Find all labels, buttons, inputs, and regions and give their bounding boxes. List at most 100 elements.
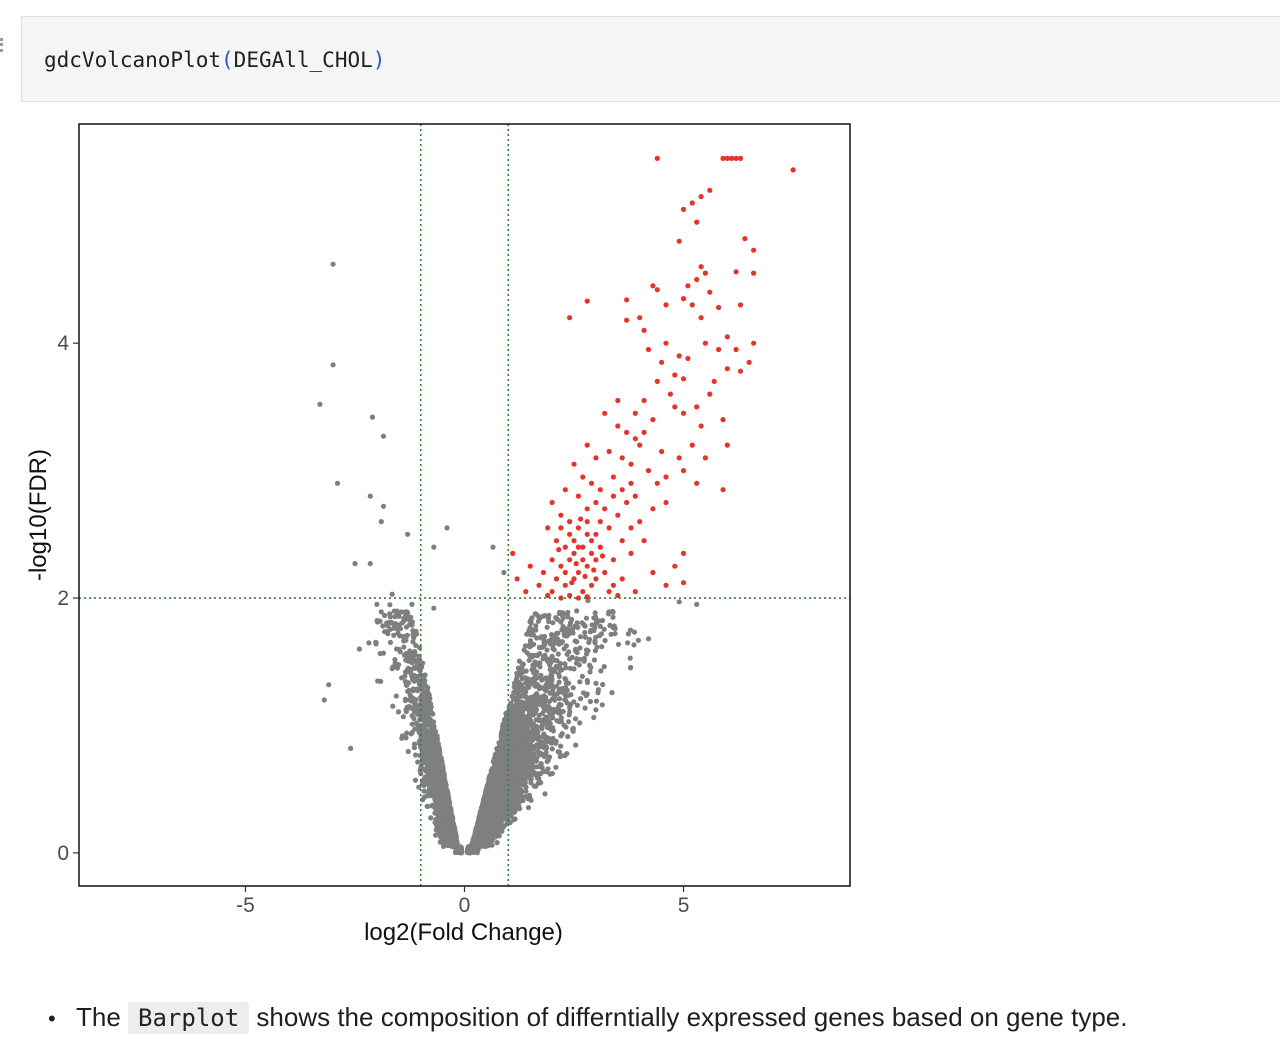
nonsignificant-point: [559, 627, 565, 633]
nonsignificant-point: [498, 811, 504, 818]
nonsignificant-point: [519, 762, 525, 768]
nonsignificant-point: [409, 713, 415, 719]
nonsignificant-point: [548, 707, 555, 713]
nonsignificant-point: [544, 624, 550, 630]
nonsignificant-point: [570, 726, 576, 732]
nonsignificant-point: [414, 711, 420, 717]
cell-prompt-marker: [0, 38, 7, 52]
function-name: gdcVolcanoPlot: [44, 48, 222, 72]
nonsignificant-point: [428, 815, 434, 821]
nonsignificant-point: [403, 735, 409, 741]
nonsignificant-point: [569, 616, 575, 623]
nonsignificant-point: [515, 746, 522, 752]
open-paren: (: [221, 48, 234, 72]
nonsignificant-point: [513, 688, 519, 694]
nonsignificant-point: [405, 688, 411, 695]
nonsignificant-point: [627, 665, 634, 671]
nonsignificant-point: [431, 754, 438, 760]
nonsignificant-point: [542, 707, 548, 713]
nonsignificant-point: [387, 602, 393, 608]
nonsignificant-point: [538, 724, 545, 730]
nonsignificant-point: [563, 665, 569, 671]
nonsignificant-point: [573, 742, 579, 748]
nonsignificant-point: [552, 657, 558, 663]
nonsignificant-point: [498, 824, 504, 830]
nonsignificant-point: [545, 676, 551, 682]
nonsignificant-point: [591, 657, 598, 663]
nonsignificant-point: [528, 643, 534, 649]
nonsignificant-point: [517, 699, 523, 705]
nonsignificant-point: [559, 667, 565, 673]
nonsignificant-point: [374, 618, 380, 624]
nonsignificant-point: [518, 719, 524, 726]
nonsignificant-point: [533, 708, 539, 714]
nonsignificant-point: [572, 648, 579, 654]
nonsignificant-point: [508, 813, 514, 819]
nonsignificant-point: [566, 719, 572, 725]
nonsignificant-point: [438, 834, 444, 840]
nonsignificant-point: [554, 630, 560, 637]
nonsignificant-point: [413, 752, 419, 758]
nonsignificant-point: [572, 716, 579, 722]
nonsignificant-point: [508, 773, 514, 779]
nonsignificant-point: [563, 677, 569, 683]
nonsignificant-point: [547, 690, 553, 696]
nonsignificant-point: [402, 673, 408, 679]
nonsignificant-point: [526, 627, 532, 634]
nonsignificant-point: [529, 615, 535, 621]
nonsignificant-point: [547, 666, 553, 672]
nonsignificant-point: [420, 727, 426, 734]
nonsignificant-point: [585, 648, 591, 654]
nonsignificant-point: [401, 618, 407, 624]
nonsignificant-point: [631, 642, 637, 648]
nonsignificant-point: [537, 752, 543, 758]
nonsignificant-point: [566, 712, 572, 718]
code-line[interactable]: gdcVolcanoPlot(DEGAll_CHOL): [44, 48, 385, 72]
nonsignificant-point: [540, 613, 546, 619]
nonsignificant-point: [530, 666, 537, 672]
nonsignificant-point: [499, 733, 505, 739]
nonsignificant-point: [433, 740, 439, 746]
nonsignificant-point: [556, 718, 562, 725]
nonsignificant-point: [577, 679, 583, 685]
nonsignificant-point: [591, 714, 597, 721]
nonsignificant-point: [486, 776, 492, 782]
nonsignificant-point: [496, 818, 502, 824]
nonsignificant-point: [635, 637, 642, 643]
nonsignificant-point: [540, 742, 546, 748]
nonsignificant-point: [391, 632, 397, 638]
nonsignificant-point: [574, 656, 580, 662]
nonsignificant-point: [558, 715, 565, 721]
nonsignificant-point: [594, 644, 600, 650]
code-cell[interactable]: gdcVolcanoPlot(DEGAll_CHOL): [21, 16, 1280, 102]
nonsignificant-point: [592, 640, 598, 646]
nonsignificant-point: [583, 693, 589, 699]
nonsignificant-point: [409, 673, 415, 679]
nonsignificant-point: [537, 684, 543, 690]
nonsignificant-point: [598, 631, 605, 637]
nonsignificant-point: [548, 726, 554, 733]
nonsignificant-point: [549, 673, 555, 679]
nonsignificant-point: [511, 804, 517, 810]
nonsignificant-point: [582, 623, 588, 629]
nonsignificant-point: [534, 635, 540, 641]
nonsignificant-point: [415, 759, 421, 765]
nonsignificant-point: [563, 643, 570, 649]
nonsignificant-point: [578, 696, 584, 702]
nonsignificant-point: [533, 623, 539, 629]
nonsignificant-point: [556, 610, 562, 617]
nonsignificant-point: [507, 820, 513, 826]
nonsignificant-point: [521, 690, 527, 696]
nonsignificant-point: [526, 657, 532, 664]
nonsignificant-point: [558, 733, 564, 739]
nonsignificant-point: [535, 618, 542, 624]
nonsignificant-point: [526, 792, 533, 799]
nonsignificant-point: [522, 706, 528, 712]
nonsignificant-point: [394, 625, 400, 631]
nonsignificant-point: [573, 660, 580, 666]
nonsignificant-point: [416, 667, 422, 673]
nonsignificant-point: [540, 656, 546, 662]
nonsignificant-point: [558, 640, 565, 646]
nonsignificant-point: [574, 620, 580, 626]
nonsignificant-point: [433, 809, 439, 815]
